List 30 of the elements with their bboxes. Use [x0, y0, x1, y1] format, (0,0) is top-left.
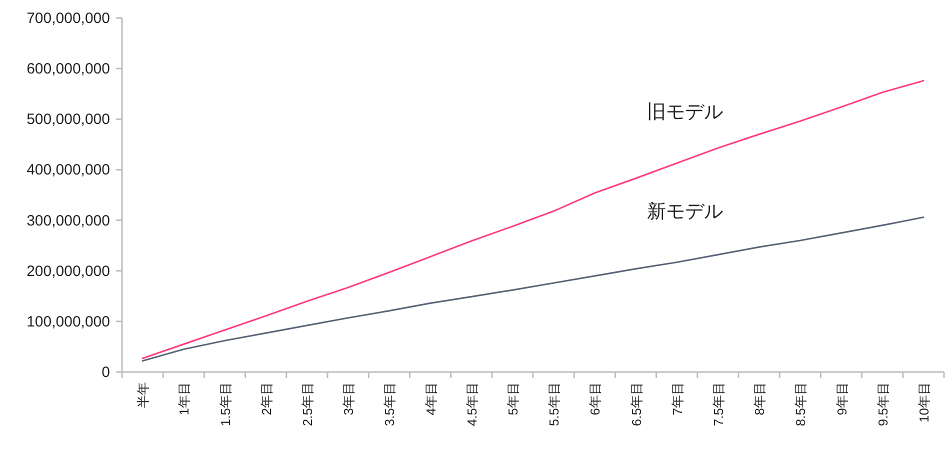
x-tick-label: 2.5年目 — [300, 382, 315, 426]
x-tick-label: 10年目 — [916, 382, 932, 422]
series-label: 旧モデル — [646, 102, 723, 124]
x-tick-label: 5年目 — [505, 382, 520, 416]
y-tick-label: 500,000,000 — [26, 111, 110, 128]
x-tick-label: 半年 — [136, 382, 151, 408]
x-tick-label: 8年目 — [752, 382, 768, 416]
y-tick-label: 600,000,000 — [26, 60, 110, 78]
x-tick-label: 9年目 — [834, 382, 850, 416]
x-tick-label: 6年目 — [588, 382, 603, 416]
x-tick-label: 8.5年目 — [793, 382, 808, 426]
x-tick-label: 4.5年目 — [464, 382, 480, 426]
x-tick-label: 7年目 — [670, 382, 685, 416]
x-tick-label: 6.5年目 — [628, 382, 644, 426]
x-tick-label: 7.5年目 — [710, 382, 726, 426]
y-tick-label: 100,000,000 — [26, 313, 110, 330]
x-tick-label: 2年目 — [258, 382, 274, 416]
x-tick-label: 3.5年目 — [382, 382, 398, 426]
y-tick-label: 300,000,000 — [26, 212, 110, 230]
x-tick-label: 9.5年目 — [875, 382, 890, 426]
y-tick-label: 400,000,000 — [26, 162, 110, 179]
x-tick-label: 3年目 — [341, 382, 356, 416]
y-tick-label: 200,000,000 — [26, 262, 110, 280]
x-tick-label: 1.5年目 — [218, 382, 233, 426]
x-tick-label: 5.5年目 — [546, 382, 562, 426]
series-label: 新モデル — [646, 200, 723, 222]
y-tick-label: 700,000,000 — [26, 10, 110, 27]
x-tick-label: 1年目 — [176, 382, 192, 416]
y-tick-label: 0 — [102, 364, 110, 381]
x-tick-label: 4年目 — [423, 382, 438, 416]
